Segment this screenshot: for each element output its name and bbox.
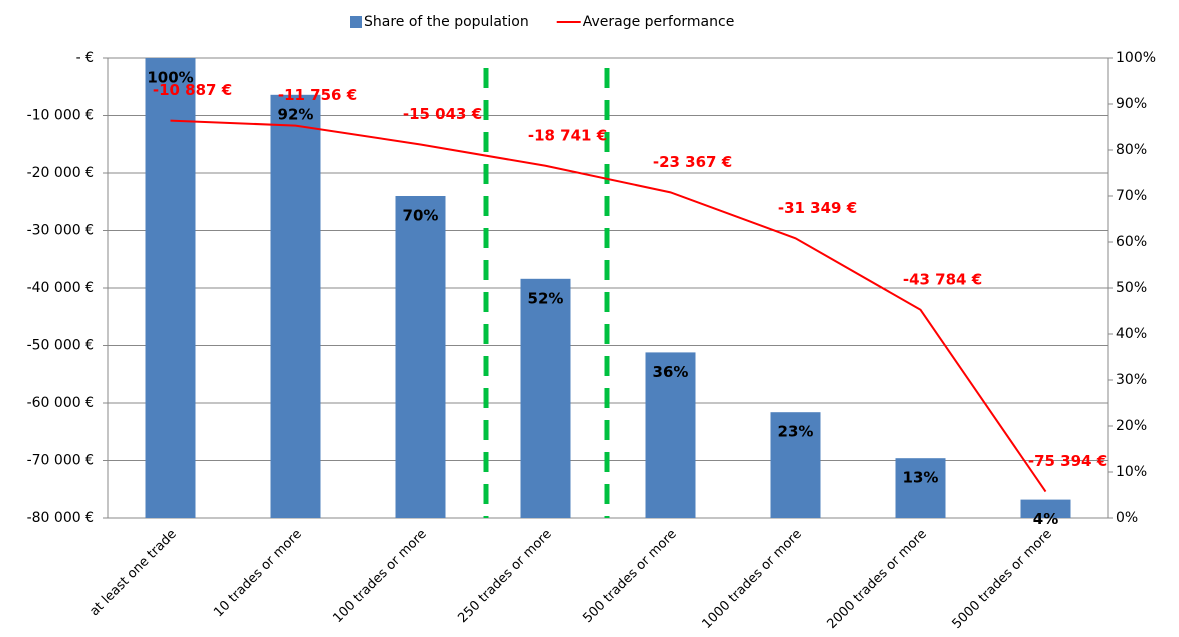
bar bbox=[895, 458, 946, 518]
x-tick-label: 5000 trades or more bbox=[950, 527, 1055, 632]
y-tick-label: -30 000 € bbox=[27, 223, 94, 239]
data-label: -15 043 € bbox=[403, 105, 482, 123]
y2-tick-label: 50% bbox=[1116, 280, 1147, 296]
y-tick-label: -20 000 € bbox=[27, 165, 94, 181]
x-tick-label: 500 trades or more bbox=[580, 527, 679, 626]
y-tick-label: -50 000 € bbox=[27, 338, 94, 354]
y-tick-label: - € bbox=[76, 50, 94, 66]
y2-tick-label: 70% bbox=[1116, 188, 1147, 204]
bar bbox=[395, 196, 446, 518]
x-tick-label: 10 trades or more bbox=[211, 527, 305, 621]
y-tick-label: -60 000 € bbox=[27, 395, 94, 411]
bar bbox=[770, 412, 821, 518]
y-tick-label: -80 000 € bbox=[27, 510, 94, 526]
legend-label: Share of the population bbox=[364, 14, 529, 30]
y2-tick-label: 20% bbox=[1116, 418, 1147, 434]
data-label: 23% bbox=[778, 423, 814, 441]
x-tick-label: 250 trades or more bbox=[455, 527, 554, 626]
y2-tick-label: 90% bbox=[1116, 96, 1147, 112]
y2-tick-label: 80% bbox=[1116, 142, 1147, 158]
x-tick-label: 2000 trades or more bbox=[825, 527, 930, 632]
y2-tick-label: 100% bbox=[1116, 50, 1156, 66]
data-label: 92% bbox=[278, 105, 314, 123]
data-label: -11 756 € bbox=[278, 86, 357, 104]
data-label: -31 349 € bbox=[778, 199, 857, 217]
y2-tick-label: 30% bbox=[1116, 372, 1147, 388]
data-label: -23 367 € bbox=[653, 153, 732, 171]
bar bbox=[645, 352, 696, 518]
legend-label: Average performance bbox=[583, 14, 735, 30]
y2-tick-label: 40% bbox=[1116, 326, 1147, 342]
bar bbox=[145, 58, 196, 518]
line bbox=[170, 119, 1047, 493]
y2-tick-label: 0% bbox=[1116, 510, 1138, 526]
y-tick-label: -40 000 € bbox=[27, 280, 94, 296]
data-label: -43 784 € bbox=[903, 270, 982, 288]
y2-tick-label: 10% bbox=[1116, 464, 1147, 480]
bar bbox=[520, 278, 571, 518]
data-label: -10 887 € bbox=[153, 81, 232, 99]
data-label: 52% bbox=[528, 289, 564, 307]
data-label: 100% bbox=[147, 69, 193, 87]
x-tick-label: 1000 trades or more bbox=[700, 527, 805, 632]
data-label: 13% bbox=[903, 469, 939, 487]
data-label: 4% bbox=[1033, 510, 1058, 528]
y-tick-label: -10 000 € bbox=[27, 108, 94, 124]
y-tick-label: -70 000 € bbox=[27, 453, 94, 469]
y2-tick-label: 60% bbox=[1116, 234, 1147, 250]
data-label: 70% bbox=[403, 207, 439, 225]
legend-swatch bbox=[350, 16, 362, 28]
x-tick-label: 100 trades or more bbox=[330, 527, 429, 626]
data-label: 36% bbox=[653, 363, 689, 381]
data-label: -75 394 € bbox=[1028, 452, 1107, 470]
bar bbox=[270, 94, 321, 519]
x-tick-label: at least one trade bbox=[87, 527, 179, 619]
bar bbox=[1020, 499, 1071, 518]
data-label: -18 741 € bbox=[528, 126, 607, 144]
